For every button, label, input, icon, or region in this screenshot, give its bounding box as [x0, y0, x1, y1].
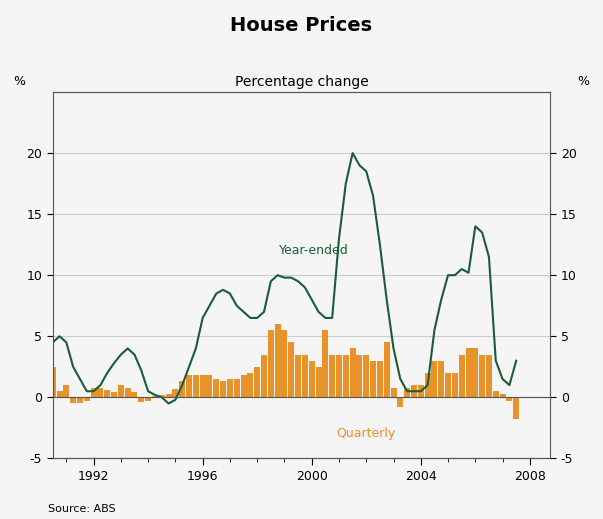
- Bar: [234, 379, 240, 398]
- Bar: [384, 343, 390, 398]
- Bar: [206, 375, 212, 398]
- Bar: [431, 361, 437, 398]
- Bar: [84, 398, 90, 401]
- Bar: [90, 388, 96, 398]
- Bar: [98, 388, 104, 398]
- Bar: [350, 348, 356, 398]
- Bar: [193, 375, 199, 398]
- Bar: [111, 392, 117, 398]
- Bar: [466, 348, 472, 398]
- Bar: [118, 385, 124, 398]
- Bar: [404, 388, 410, 398]
- Bar: [513, 398, 519, 419]
- Bar: [220, 381, 226, 398]
- Bar: [145, 398, 151, 401]
- Bar: [377, 361, 383, 398]
- Bar: [472, 348, 478, 398]
- Bar: [315, 367, 321, 398]
- Bar: [104, 390, 110, 398]
- Bar: [227, 379, 233, 398]
- Bar: [438, 361, 444, 398]
- Bar: [49, 367, 55, 398]
- Bar: [213, 379, 219, 398]
- Bar: [507, 398, 513, 401]
- Bar: [391, 388, 397, 398]
- Bar: [268, 330, 274, 398]
- Bar: [138, 398, 144, 402]
- Bar: [261, 354, 267, 398]
- Bar: [425, 373, 431, 398]
- Text: Source: ABS: Source: ABS: [48, 504, 116, 514]
- Bar: [125, 388, 131, 398]
- Bar: [418, 385, 424, 398]
- Bar: [336, 354, 342, 398]
- Bar: [186, 375, 192, 398]
- Text: House Prices: House Prices: [230, 16, 373, 35]
- Bar: [370, 361, 376, 398]
- Bar: [411, 385, 417, 398]
- Bar: [363, 354, 369, 398]
- Bar: [452, 373, 458, 398]
- Bar: [486, 354, 492, 398]
- Bar: [499, 394, 505, 398]
- Bar: [57, 391, 63, 398]
- Bar: [200, 375, 206, 398]
- Bar: [179, 381, 185, 398]
- Bar: [36, 391, 42, 398]
- Bar: [295, 354, 301, 398]
- Bar: [288, 343, 294, 398]
- Bar: [329, 354, 335, 398]
- Bar: [445, 373, 451, 398]
- Bar: [343, 354, 349, 398]
- Bar: [166, 394, 172, 398]
- Bar: [493, 391, 499, 398]
- Bar: [63, 385, 69, 398]
- Text: %: %: [13, 75, 25, 88]
- Bar: [282, 330, 288, 398]
- Bar: [172, 389, 178, 398]
- Bar: [247, 373, 253, 398]
- Bar: [241, 375, 247, 398]
- Bar: [323, 330, 329, 398]
- Bar: [152, 396, 158, 398]
- Bar: [309, 361, 315, 398]
- Bar: [254, 367, 260, 398]
- Bar: [397, 398, 403, 407]
- Title: Percentage change: Percentage change: [235, 75, 368, 89]
- Bar: [43, 361, 49, 398]
- Bar: [356, 354, 362, 398]
- Bar: [274, 324, 280, 398]
- Bar: [77, 398, 83, 403]
- Bar: [459, 354, 465, 398]
- Text: Quarterly: Quarterly: [336, 427, 396, 440]
- Text: Year-ended: Year-ended: [279, 244, 349, 257]
- Bar: [70, 398, 76, 403]
- Bar: [131, 392, 137, 398]
- Bar: [159, 395, 165, 398]
- Text: %: %: [578, 75, 590, 88]
- Bar: [479, 354, 485, 398]
- Bar: [302, 354, 308, 398]
